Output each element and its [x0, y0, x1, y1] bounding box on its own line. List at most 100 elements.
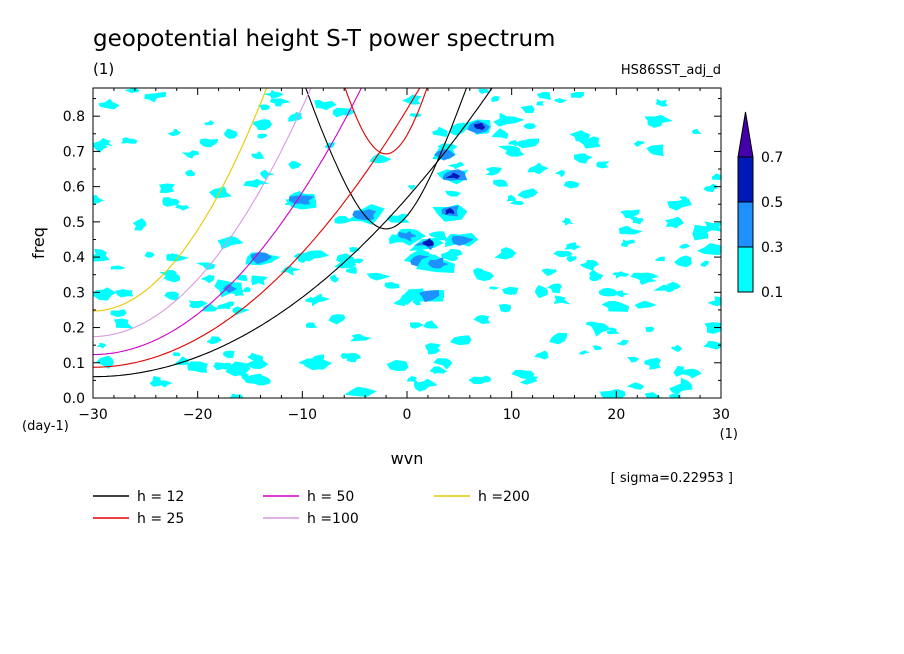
legend-label: h =100	[307, 511, 359, 527]
noise-contour	[520, 105, 535, 114]
noise-contour	[644, 357, 662, 370]
noise-contour	[619, 209, 640, 219]
x-tick-label: 20	[607, 407, 625, 423]
colorbar-label: 0.3	[761, 240, 783, 256]
noise-contour	[429, 366, 448, 375]
noise-contour	[349, 334, 372, 342]
noise-contour	[618, 225, 643, 235]
noise-contour	[334, 216, 352, 224]
x-tick-label: 10	[503, 407, 521, 423]
noise-contour	[328, 314, 346, 325]
y-tick-label: 0.2	[63, 321, 85, 337]
noise-contour	[184, 169, 196, 177]
x-tick-label: 0	[403, 407, 412, 423]
noise-contour	[523, 123, 537, 130]
noise-contour	[206, 336, 223, 345]
noise-contour	[113, 318, 135, 329]
dispersion-curve-gravity	[305, 88, 468, 230]
noise-contour	[468, 375, 492, 385]
noise-contour	[644, 114, 673, 128]
noise-contour	[563, 180, 580, 189]
noise-contour	[566, 256, 577, 263]
noise-contour	[621, 239, 636, 248]
colorbar-segment	[737, 156, 754, 203]
noise-contour	[554, 169, 565, 178]
noise-contour	[264, 89, 284, 99]
noise-contour	[298, 358, 329, 370]
dispersion-curve-low	[93, 88, 268, 312]
noise-contour	[519, 372, 533, 377]
noise-contour	[491, 128, 509, 139]
noise-contour	[569, 130, 591, 142]
colorbar: 0.1 0.3 0.5 0.7	[737, 111, 783, 301]
noise-contour	[493, 112, 525, 127]
noise-contour	[188, 300, 208, 309]
noise-contour	[413, 378, 438, 392]
noise-contour	[366, 272, 391, 281]
dispersion-curve-low	[93, 88, 312, 338]
legend-label: h = 50	[307, 489, 354, 505]
y-tick-label: 0.0	[63, 391, 85, 407]
spectral-peaks	[214, 119, 491, 303]
noise-contour	[181, 150, 200, 159]
noise-contour	[93, 194, 105, 205]
noise-contour	[164, 291, 179, 301]
noise-contour	[293, 252, 314, 264]
noise-contour	[606, 327, 620, 335]
noise-contour	[501, 286, 519, 295]
chart-subtitle-right: HS86SST_adj_d	[621, 63, 721, 78]
x-tick-label: 30	[712, 407, 730, 423]
noise-contour	[691, 128, 702, 135]
peak-core	[474, 122, 486, 131]
noise-contour	[96, 342, 107, 349]
noise-contour	[259, 375, 271, 386]
noise-contour	[305, 296, 318, 303]
dispersion-curve-low	[93, 88, 493, 378]
noise-contour	[93, 287, 117, 301]
dispersion-curve-gravity	[344, 88, 428, 155]
noise-contour	[626, 356, 640, 363]
noise-contour	[519, 375, 539, 385]
noise-contour	[409, 322, 425, 329]
x-tick-label: −30	[78, 407, 108, 423]
y-axis-label: freq	[29, 227, 48, 259]
noise-contour	[634, 300, 657, 309]
noise-contour	[440, 248, 463, 261]
noise-contour	[208, 186, 233, 199]
noise-contour	[485, 166, 502, 176]
noise-contour	[200, 274, 215, 284]
noise-contour	[236, 372, 249, 380]
noise-contour	[678, 243, 691, 249]
noise-contour	[473, 270, 494, 282]
noise-contour	[187, 361, 209, 373]
noise-contour	[707, 296, 721, 307]
noise-contour	[132, 217, 147, 231]
noise-contour	[696, 243, 721, 256]
noise-contour	[204, 119, 215, 126]
noise-contour	[202, 303, 219, 312]
peak-core	[422, 238, 434, 247]
noise-contour	[653, 284, 676, 293]
noise-contour	[172, 351, 181, 357]
noise-contour	[199, 138, 219, 148]
noise-contour	[173, 356, 189, 365]
plot-area	[93, 88, 721, 398]
peak-mid	[418, 290, 440, 303]
noise-contour	[680, 368, 702, 379]
noise-contour	[674, 255, 692, 268]
noise-contour	[664, 216, 684, 229]
noise-contour	[144, 91, 166, 103]
peak-mid	[433, 149, 456, 161]
noise-contour	[213, 362, 232, 371]
noise-contour	[242, 178, 269, 188]
noise-contour	[324, 142, 336, 149]
noise-contour	[585, 321, 599, 327]
noise-contour	[654, 256, 665, 262]
noise-contour	[478, 88, 491, 95]
noise-contour	[431, 126, 448, 138]
noise-contour	[449, 335, 472, 346]
dispersion-curve-low	[93, 88, 362, 356]
noise-contour	[406, 376, 419, 384]
noise-contour	[549, 332, 568, 345]
